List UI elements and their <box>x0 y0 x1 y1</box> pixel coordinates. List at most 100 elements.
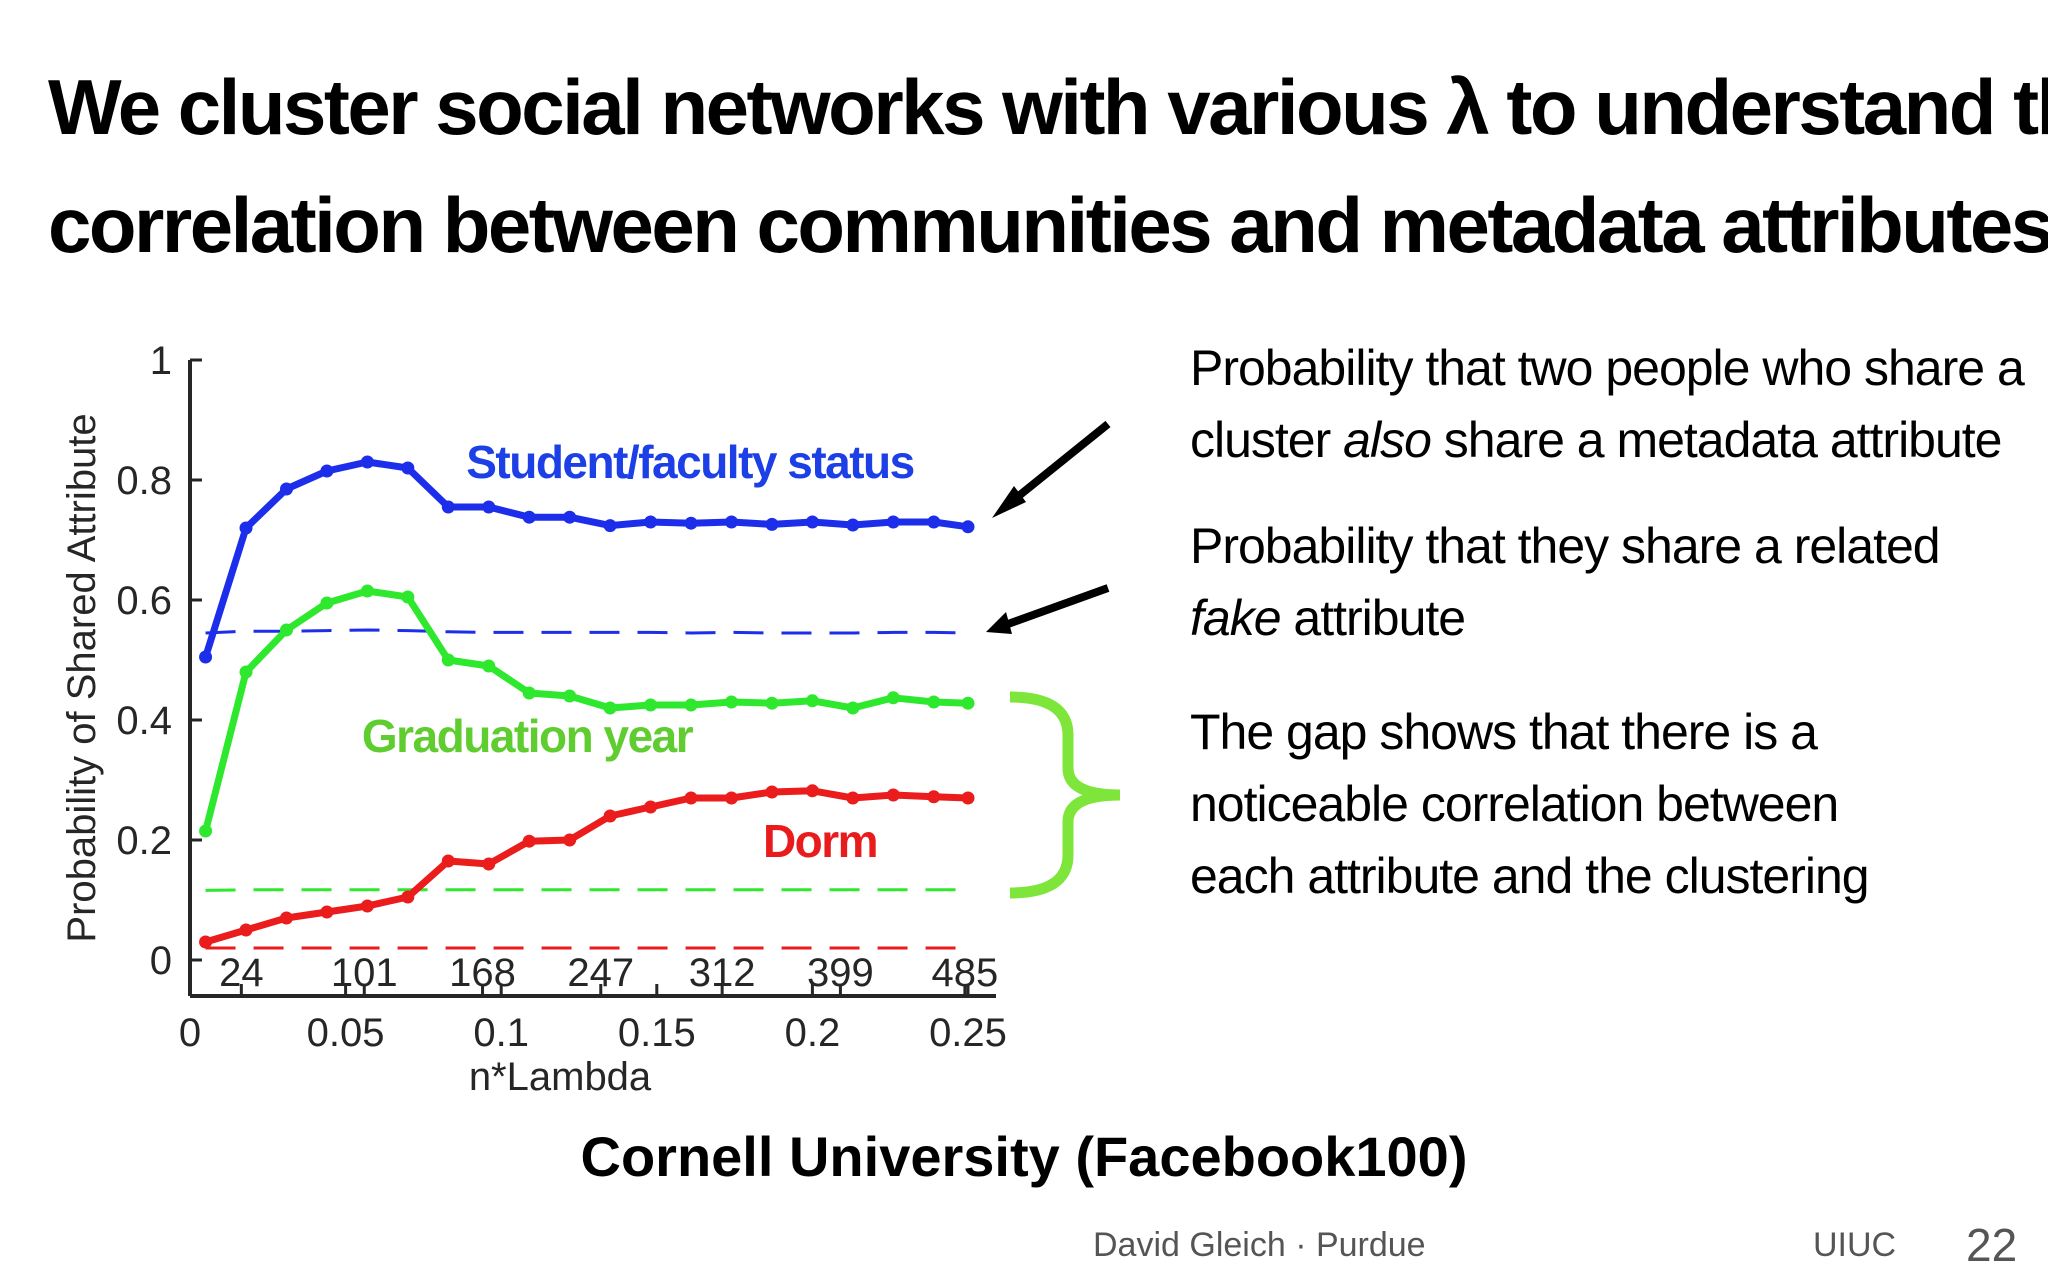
data-point <box>239 923 253 937</box>
data-point <box>441 653 455 667</box>
y-tick-label: 0.2 <box>116 819 172 863</box>
gap-bracket <box>1009 691 1121 899</box>
data-point <box>199 935 213 949</box>
data-point <box>563 510 577 524</box>
note2-line2: fake attribute <box>1190 582 1940 654</box>
data-point <box>961 520 975 534</box>
data-point <box>724 791 738 805</box>
data-point <box>927 790 941 804</box>
data-point <box>846 518 860 532</box>
data-point <box>886 691 900 705</box>
data-point <box>199 824 213 838</box>
x-tick-label: 0.25 <box>929 1011 1007 1055</box>
footer-venue: UIUC <box>1813 1226 1897 1264</box>
secondary-x-label: 168 <box>449 951 516 995</box>
footer-author: David Gleich · Purdue <box>1093 1226 1426 1264</box>
note-gap: The gap shows that there is a noticeable… <box>1190 696 1870 912</box>
data-point <box>961 791 975 805</box>
data-point <box>482 857 496 871</box>
data-point <box>360 584 374 598</box>
data-point <box>684 698 698 712</box>
data-point <box>239 521 253 535</box>
note3-line3: each attribute and the clustering <box>1190 848 1870 904</box>
data-series <box>199 455 975 949</box>
data-point <box>563 833 577 847</box>
title-line-2: correlation between communities and meta… <box>48 181 2048 269</box>
data-point <box>603 809 617 823</box>
secondary-x-label: 485 <box>932 951 999 995</box>
note3-line1: The gap shows that there is a <box>1190 704 1818 760</box>
data-point <box>360 455 374 469</box>
secondary-x-labels: 24 101 168 247 312 399 485 <box>219 951 998 996</box>
x-tick-label: 0.05 <box>307 1011 385 1055</box>
data-point <box>441 500 455 514</box>
y-tick-label: 0.4 <box>116 699 172 743</box>
data-point <box>644 515 658 529</box>
series-line <box>204 787 969 946</box>
data-point <box>522 510 536 524</box>
note2-emphasis: fake <box>1190 590 1282 646</box>
secondary-x-label: 101 <box>331 951 398 995</box>
note2-line1: Probability that they share a related <box>1190 518 1941 574</box>
data-point <box>644 800 658 814</box>
data-point <box>765 785 779 799</box>
x-tick-label: 0.15 <box>618 1011 696 1055</box>
note-fake-attribute: Probability that they share a related fa… <box>1190 510 1941 654</box>
data-point <box>805 784 819 798</box>
data-point <box>401 461 415 475</box>
data-point <box>279 482 293 496</box>
fake-attribute-baselines <box>205 628 969 950</box>
annotation-student-faculty: Student/faculty status <box>466 436 914 488</box>
data-point <box>805 515 819 529</box>
data-point <box>927 695 941 709</box>
footer-page-number: 22 <box>1966 1219 2018 1271</box>
x-ticks: 0 0.05 0.1 0.15 0.2 0.25 <box>179 984 1007 1055</box>
fake-baseline-line <box>205 628 969 635</box>
data-point <box>765 696 779 710</box>
data-point <box>927 515 941 529</box>
note1-line1: Probability that two people who share a <box>1190 340 2025 396</box>
data-point <box>320 596 334 610</box>
data-point <box>886 515 900 529</box>
note-shared-attribute: Probability that two people who share a … <box>1190 332 2025 476</box>
note2-text: attribute <box>1280 590 1466 646</box>
figure-caption: Cornell University (Facebook100) <box>580 1125 1468 1188</box>
series-student-faculty-status <box>199 455 975 664</box>
data-point <box>401 590 415 604</box>
data-point <box>320 464 334 478</box>
data-point <box>563 689 577 703</box>
note1-emphasis: also <box>1343 412 1432 468</box>
data-point <box>482 500 496 514</box>
data-point <box>961 696 975 710</box>
series-line <box>202 587 969 832</box>
data-point <box>279 623 293 637</box>
x-axis-label: n*Lambda <box>469 1055 652 1099</box>
arrow-to-fake-line <box>986 584 1110 634</box>
note1-text-a: cluster <box>1190 412 1344 468</box>
y-axis-label: Probability of Shared Attribute <box>60 413 104 942</box>
data-point <box>401 890 415 904</box>
data-point <box>724 695 738 709</box>
data-point <box>644 698 658 712</box>
fake-baseline-line <box>205 888 968 892</box>
data-point <box>279 911 293 925</box>
data-point <box>765 517 779 531</box>
y-tick-label: 0.6 <box>116 579 172 623</box>
data-point <box>441 854 455 868</box>
secondary-x-label: 399 <box>807 951 874 995</box>
series-graduation-year <box>199 584 975 838</box>
axes <box>188 360 996 998</box>
x-tick-label: 0.1 <box>473 1011 529 1055</box>
data-point <box>805 694 819 708</box>
data-point <box>886 788 900 802</box>
data-point <box>360 899 374 913</box>
arrow-to-student-line <box>992 420 1111 518</box>
data-point <box>482 659 496 673</box>
x-tick-label: 0.2 <box>785 1011 841 1055</box>
data-point <box>239 665 253 679</box>
data-point <box>724 515 738 529</box>
y-ticks: 0 0.2 0.4 0.6 0.8 1 <box>116 339 202 983</box>
title-line-1: We cluster social networks with various … <box>48 63 2048 151</box>
data-point <box>199 650 213 664</box>
